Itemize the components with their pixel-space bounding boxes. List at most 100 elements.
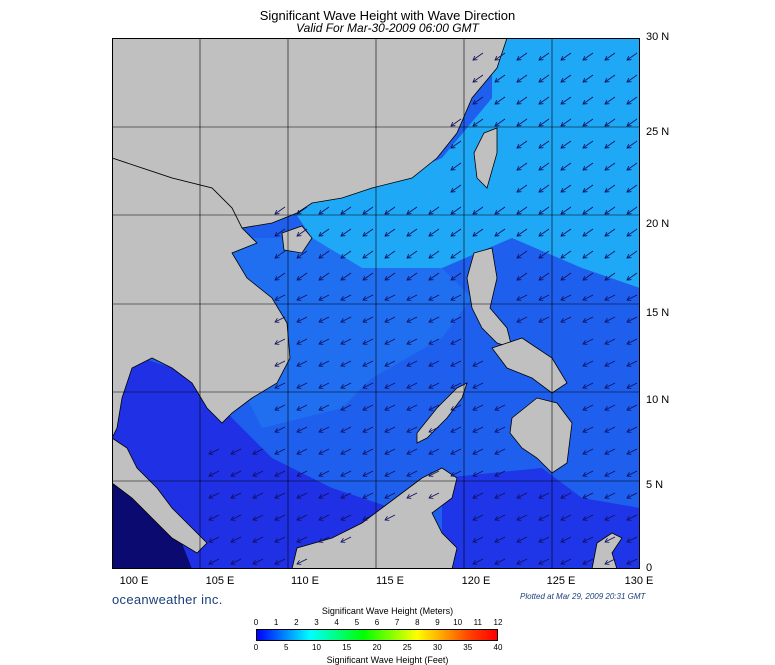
wave-direction-arrow <box>605 404 616 410</box>
wave-direction-arrow <box>517 52 528 60</box>
wave-direction-arrow <box>627 140 638 148</box>
wave-direction-arrow <box>473 228 484 236</box>
wave-direction-arrow <box>627 404 638 410</box>
wave-direction-arrow <box>539 206 550 214</box>
wave-direction-arrow <box>561 492 572 498</box>
wave-direction-arrow <box>363 294 374 300</box>
land-hainan <box>281 225 313 254</box>
wave-direction-arrow <box>517 206 528 214</box>
wave-direction-arrow <box>429 228 440 236</box>
colorbar-feet-tick: 0 <box>253 643 259 652</box>
wave-direction-arrow <box>275 514 286 520</box>
wave-direction-arrow <box>341 360 352 366</box>
wave-direction-arrow <box>517 162 528 170</box>
wave-direction-arrow <box>583 162 594 170</box>
wave-direction-arrow <box>627 294 638 300</box>
wave-direction-arrow <box>627 228 638 236</box>
colorbar-feet-tick: 30 <box>433 643 442 652</box>
wave-direction-arrow <box>385 426 396 432</box>
wave-direction-arrow <box>605 558 616 564</box>
colorbar-meters-tick: 12 <box>493 618 503 627</box>
wave-direction-arrow <box>341 492 352 498</box>
wave-direction-arrow <box>429 206 440 214</box>
wave-direction-arrow <box>429 404 440 410</box>
wave-direction-arrow <box>451 118 462 126</box>
wave-direction-arrow <box>583 492 594 498</box>
wave-direction-arrow <box>605 140 616 148</box>
land-visayas <box>491 337 568 394</box>
colorbar-feet-tick: 40 <box>493 643 503 652</box>
wave-direction-arrow <box>561 558 572 564</box>
wave-direction-arrow <box>275 558 286 564</box>
wave-direction-arrow <box>275 338 286 344</box>
wave-direction-arrow <box>605 294 616 300</box>
wave-direction-arrow <box>517 558 528 564</box>
zone-light-north <box>292 38 640 288</box>
wave-direction-arrow <box>407 272 418 280</box>
land-malay-peninsula <box>112 437 208 554</box>
wave-direction-arrow <box>209 536 220 542</box>
wave-direction-arrow <box>539 52 550 60</box>
wave-direction-arrow <box>561 206 572 214</box>
wave-direction-arrow <box>473 52 484 60</box>
wave-direction-arrow <box>495 96 506 104</box>
wave-direction-arrow <box>385 470 396 476</box>
wave-direction-arrow <box>561 316 572 322</box>
wave-direction-arrow <box>605 96 616 104</box>
wave-direction-arrow <box>363 426 374 432</box>
wave-direction-arrow <box>561 162 572 170</box>
oceanweather-brand: oceanweather inc. <box>112 592 223 607</box>
wave-direction-arrow <box>363 470 374 476</box>
wave-direction-arrow <box>539 118 550 126</box>
wave-direction-arrow <box>385 228 396 236</box>
wave-direction-arrow <box>275 206 286 214</box>
wave-direction-arrow <box>583 514 594 520</box>
wave-direction-arrow <box>297 492 308 498</box>
wave-direction-arrow <box>209 492 220 498</box>
wave-direction-arrow <box>627 316 638 322</box>
wave-direction-arrow <box>341 426 352 432</box>
wave-direction-arrow <box>627 206 638 214</box>
lat-label-10n: 10 N <box>646 394 670 406</box>
wave-direction-arrow <box>627 382 638 388</box>
wave-direction-arrow <box>605 536 616 542</box>
wave-direction-arrow <box>253 492 264 498</box>
wave-direction-arrow <box>275 382 286 388</box>
wave-direction-arrow <box>451 448 462 454</box>
wave-direction-arrow <box>605 316 616 322</box>
lat-label-15n: 15 N <box>646 307 670 319</box>
wave-direction-arrow <box>451 228 462 236</box>
wave-direction-arrows <box>209 52 638 564</box>
wave-direction-arrow <box>275 448 286 454</box>
wave-direction-arrow <box>583 536 594 542</box>
wave-direction-arrow <box>319 470 330 476</box>
wave-direction-arrow <box>319 272 330 280</box>
wave-direction-arrow <box>209 558 220 564</box>
wave-direction-arrow <box>517 250 528 258</box>
wave-direction-arrow <box>605 272 616 280</box>
wave-direction-arrow <box>319 360 330 366</box>
wave-direction-arrow <box>319 294 330 300</box>
wave-direction-arrow <box>429 470 440 476</box>
wave-direction-arrow <box>561 184 572 192</box>
colorbar-feet-tick: 5 <box>284 643 289 652</box>
land-indochina <box>112 157 291 439</box>
wave-direction-arrow <box>363 338 374 344</box>
wave-direction-arrow <box>451 426 462 432</box>
wave-direction-arrow <box>605 184 616 192</box>
wave-direction-arrow <box>209 470 220 476</box>
wave-direction-arrow <box>473 74 484 82</box>
wave-direction-arrow <box>407 338 418 344</box>
wave-direction-arrow <box>583 52 594 60</box>
wave-direction-arrow <box>231 470 242 476</box>
wave-direction-arrow <box>495 470 506 476</box>
wave-direction-arrow <box>627 118 638 126</box>
wave-direction-arrow <box>275 294 286 300</box>
wave-direction-arrow <box>473 426 484 432</box>
wave-direction-arrow <box>517 492 528 498</box>
wave-direction-arrow <box>341 206 352 214</box>
wave-direction-arrow <box>605 162 616 170</box>
wave-direction-arrow <box>319 228 330 236</box>
wave-direction-arrow <box>385 360 396 366</box>
lon-label-110e: 110 E <box>291 575 319 587</box>
